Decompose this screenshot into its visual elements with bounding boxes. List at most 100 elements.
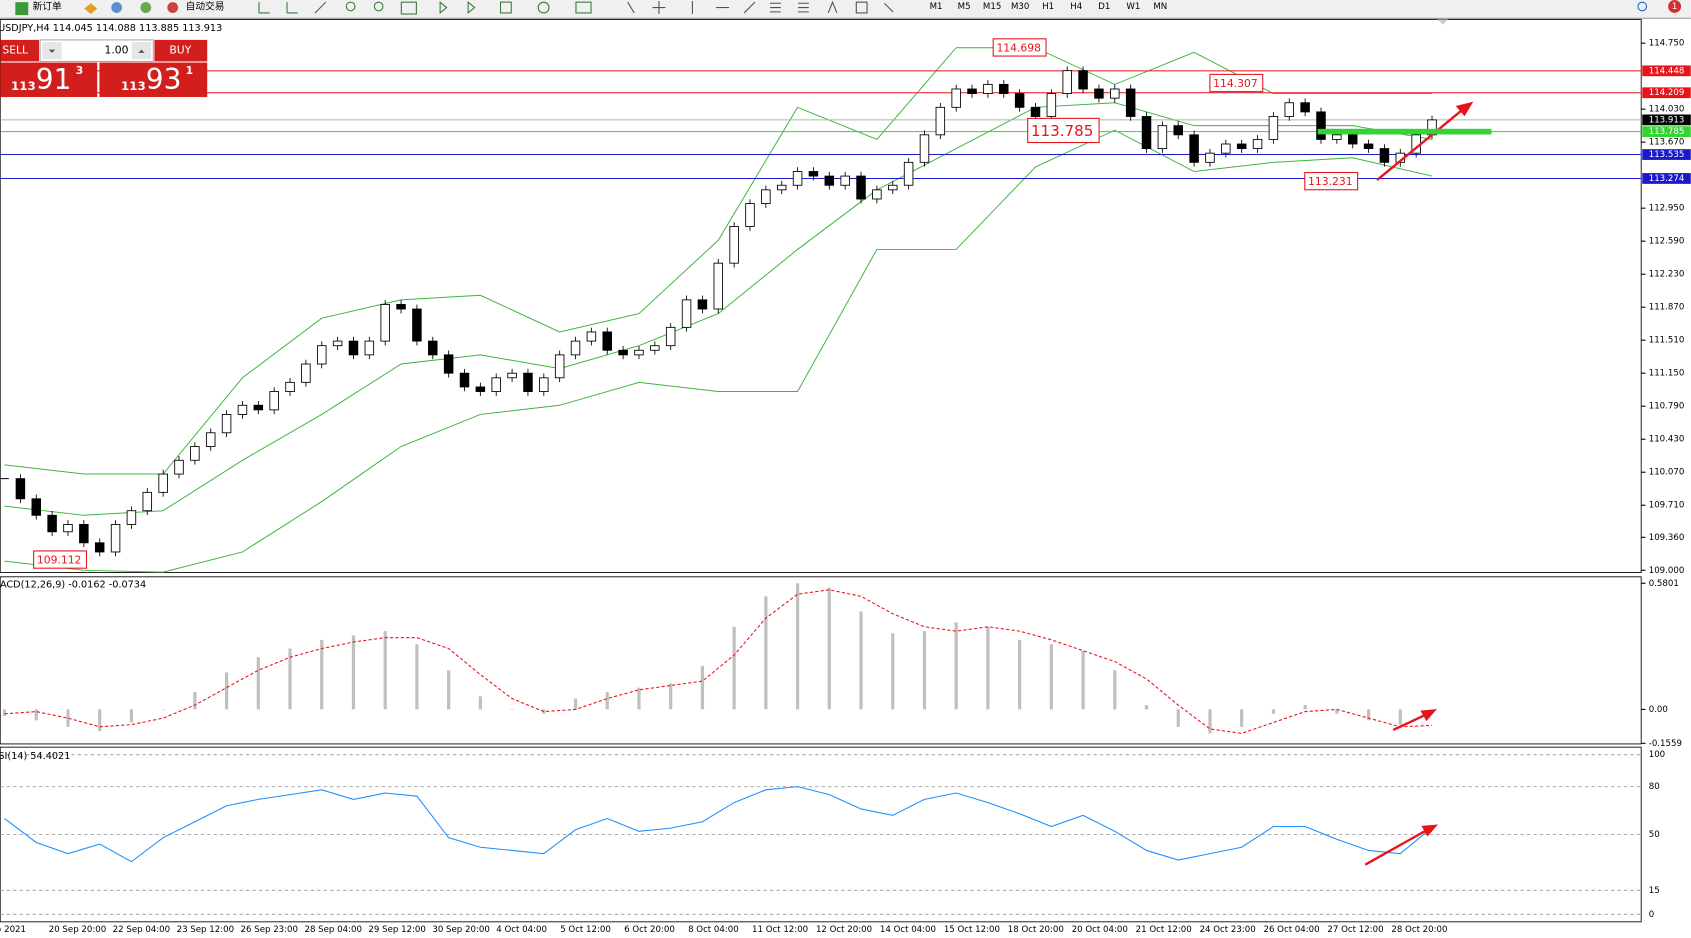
macd-bar — [447, 670, 451, 710]
timeframe-button[interactable]: H1 — [1042, 2, 1054, 12]
candle — [1316, 111, 1326, 140]
y-tick-label: 114.030 — [1649, 105, 1685, 115]
lot-input[interactable] — [39, 39, 154, 62]
icon[interactable] — [140, 2, 152, 13]
sell-price-fraction: 3 — [76, 64, 84, 77]
notification-badge[interactable] — [1668, 0, 1682, 13]
new-order-button[interactable]: 新订单 — [33, 0, 62, 12]
icon[interactable] — [258, 2, 270, 14]
icon[interactable] — [798, 2, 809, 13]
icon[interactable] — [627, 1, 635, 14]
timeframe-button[interactable]: H4 — [1070, 2, 1082, 12]
buy-price-pips: 93 — [146, 63, 182, 96]
timeframe-button[interactable]: D1 — [1098, 2, 1110, 12]
icon[interactable] — [467, 1, 476, 15]
price-label: 113.913 — [1649, 115, 1685, 125]
icon[interactable] — [84, 3, 98, 15]
macd-chart — [2, 583, 1434, 734]
sell-button[interactable] — [0, 39, 40, 62]
tool-icons — [258, 1, 592, 15]
candle — [1221, 143, 1231, 154]
price-annotations: 114.698 114.307 113.785 109.112 113.231 — [33, 38, 1359, 569]
macd-signal — [4, 589, 1433, 734]
macd-bar — [1366, 709, 1371, 721]
macd-bar — [1208, 709, 1212, 734]
icon[interactable] — [439, 1, 448, 15]
timeframe-button[interactable]: MN — [1153, 2, 1167, 12]
icon[interactable] — [111, 2, 123, 13]
icon[interactable] — [345, 1, 356, 12]
candle — [221, 414, 232, 434]
icon[interactable] — [855, 1, 868, 14]
macd-bar — [415, 644, 419, 710]
candle — [761, 189, 771, 205]
macd-bar — [764, 596, 768, 710]
candle — [951, 88, 961, 108]
icon[interactable] — [770, 2, 781, 13]
icon[interactable] — [652, 1, 666, 15]
buy-button[interactable] — [154, 39, 208, 62]
x-tick-label: Sep 2021 — [0, 925, 26, 935]
macd-bar — [859, 611, 863, 710]
icon[interactable] — [537, 1, 550, 14]
x-tick-label: 6 Oct 20:00 — [624, 925, 675, 935]
macd-bar — [1176, 709, 1180, 727]
timeframe-button[interactable]: M5 — [958, 2, 971, 12]
rsi-header: RSI(14) 54.4021 — [0, 751, 70, 762]
y-tick-label: 112.230 — [1649, 270, 1685, 280]
icon[interactable] — [575, 1, 592, 14]
x-tick-label: 28 Sep 04:00 — [304, 925, 361, 935]
icon[interactable] — [314, 1, 327, 14]
trend-arrow — [1364, 829, 1428, 866]
macd-bar — [1144, 705, 1149, 710]
main-chart — [0, 47, 1642, 573]
x-tick-label: 22 Sep 04:00 — [113, 925, 170, 935]
candle — [1300, 102, 1310, 113]
x-tick-label: 8 Oct 04:00 — [688, 925, 739, 935]
candle — [1252, 138, 1263, 150]
icon[interactable] — [743, 1, 756, 14]
icon[interactable] — [827, 0, 838, 14]
icon[interactable] — [373, 1, 384, 12]
macd-bar — [1018, 639, 1022, 710]
candle — [967, 88, 977, 95]
x-tick-label: 26 Oct 04:00 — [1264, 925, 1320, 935]
auto-trading-button[interactable]: 自动交易 — [186, 0, 225, 12]
trade-panel: SELL 1.00 BUY 113 91 3 113 93 1 — [0, 39, 208, 98]
y-tick-label: 0.00 — [1649, 705, 1668, 715]
timeframe-bar: M1 M5 M15 M30 H1 H4 D1 W1 MN — [930, 2, 1168, 12]
icon[interactable] — [286, 2, 298, 14]
search-icon[interactable] — [1637, 1, 1648, 12]
price-label: 114.448 — [1649, 66, 1685, 76]
macd-bar — [193, 692, 197, 710]
y-tick-label: 112.950 — [1649, 204, 1685, 214]
y-tick-label: 111.510 — [1649, 336, 1685, 346]
x-tick-label: 26 Sep 23:00 — [241, 925, 298, 935]
price-label-box — [1642, 149, 1691, 160]
icon[interactable] — [883, 2, 894, 13]
candle — [253, 404, 264, 411]
auto-trading-icon[interactable] — [167, 2, 179, 13]
buy-price-box[interactable] — [99, 62, 208, 98]
price-label-box — [1642, 65, 1691, 77]
timeframe-button[interactable]: M15 — [983, 2, 1001, 12]
candle — [999, 83, 1009, 95]
macd-bar — [1049, 644, 1053, 710]
icon[interactable] — [499, 1, 512, 14]
icon[interactable] — [400, 1, 417, 15]
timeframe-button[interactable]: M30 — [1011, 2, 1029, 12]
candle — [443, 354, 454, 374]
new-order-icon[interactable] — [15, 2, 29, 16]
macd-bar — [1240, 709, 1244, 727]
sell-price-box[interactable] — [0, 62, 98, 98]
x-tick-label: 21 Oct 12:00 — [1136, 925, 1192, 935]
candle — [665, 326, 676, 347]
macd-bar — [605, 692, 609, 710]
y-tick-label: 110.430 — [1649, 435, 1685, 445]
timeframe-button[interactable]: M1 — [930, 2, 943, 12]
candle — [475, 386, 486, 392]
x-tick-label: 12 Oct 20:00 — [816, 925, 872, 935]
candle — [792, 171, 803, 186]
timeframe-button[interactable]: W1 — [1126, 2, 1140, 12]
bollinger-lower — [4, 129, 1433, 573]
